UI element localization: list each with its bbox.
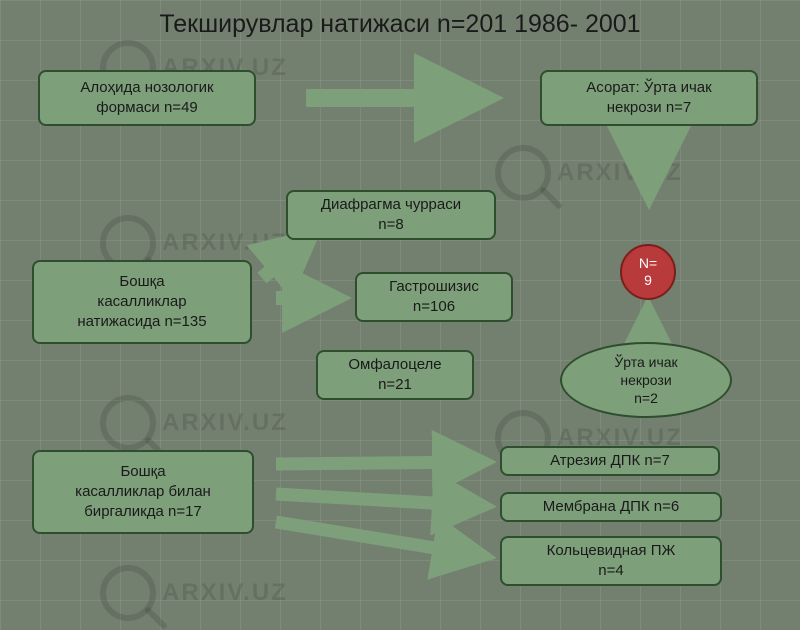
watermark-text: ARXIV.UZ <box>162 229 288 257</box>
watermark: ARXIV.UZ <box>100 565 288 621</box>
watermark-text: ARXIV.UZ <box>162 579 288 607</box>
box-membrane-dpk: Мембрана ДПК n=6 <box>500 492 722 522</box>
page-title: Текширувлар натижаси n=201 1986- 2001 <box>0 10 800 39</box>
ellipse-midgut-necrosis: Ўрта ичакнекрозиn=2 <box>560 342 732 418</box>
box-complication-necrosis: Асорат: Ўрта ичакнекрози n=7 <box>540 70 758 126</box>
box-gastroschisis: Гастрошизисn=106 <box>355 272 513 322</box>
box-isolated-forms: Алоҳида нозологикформаси n=49 <box>38 70 256 126</box>
circle-n9: N=9 <box>620 244 676 300</box>
box-omphalocele: Омфалоцелеn=21 <box>316 350 474 400</box>
box-annular-pj: Кольцевидная ПЖn=4 <box>500 536 722 586</box>
watermark-text: ARXIV.UZ <box>162 409 288 437</box>
watermark: ARXIV.UZ <box>100 395 288 451</box>
watermark-text: ARXIV.UZ <box>557 159 683 187</box>
box-other-diseases-result: Бошқакасалликларнатижасида n=135 <box>32 260 252 344</box>
box-with-other-diseases: Бошқакасалликлар биланбиргаликда n=17 <box>32 450 254 534</box>
box-atresia-dpk: Атрезия ДПК n=7 <box>500 446 720 476</box>
box-diaphragm-hernia: Диафрагма чуррасиn=8 <box>286 190 496 240</box>
watermark: ARXIV.UZ <box>495 145 683 201</box>
